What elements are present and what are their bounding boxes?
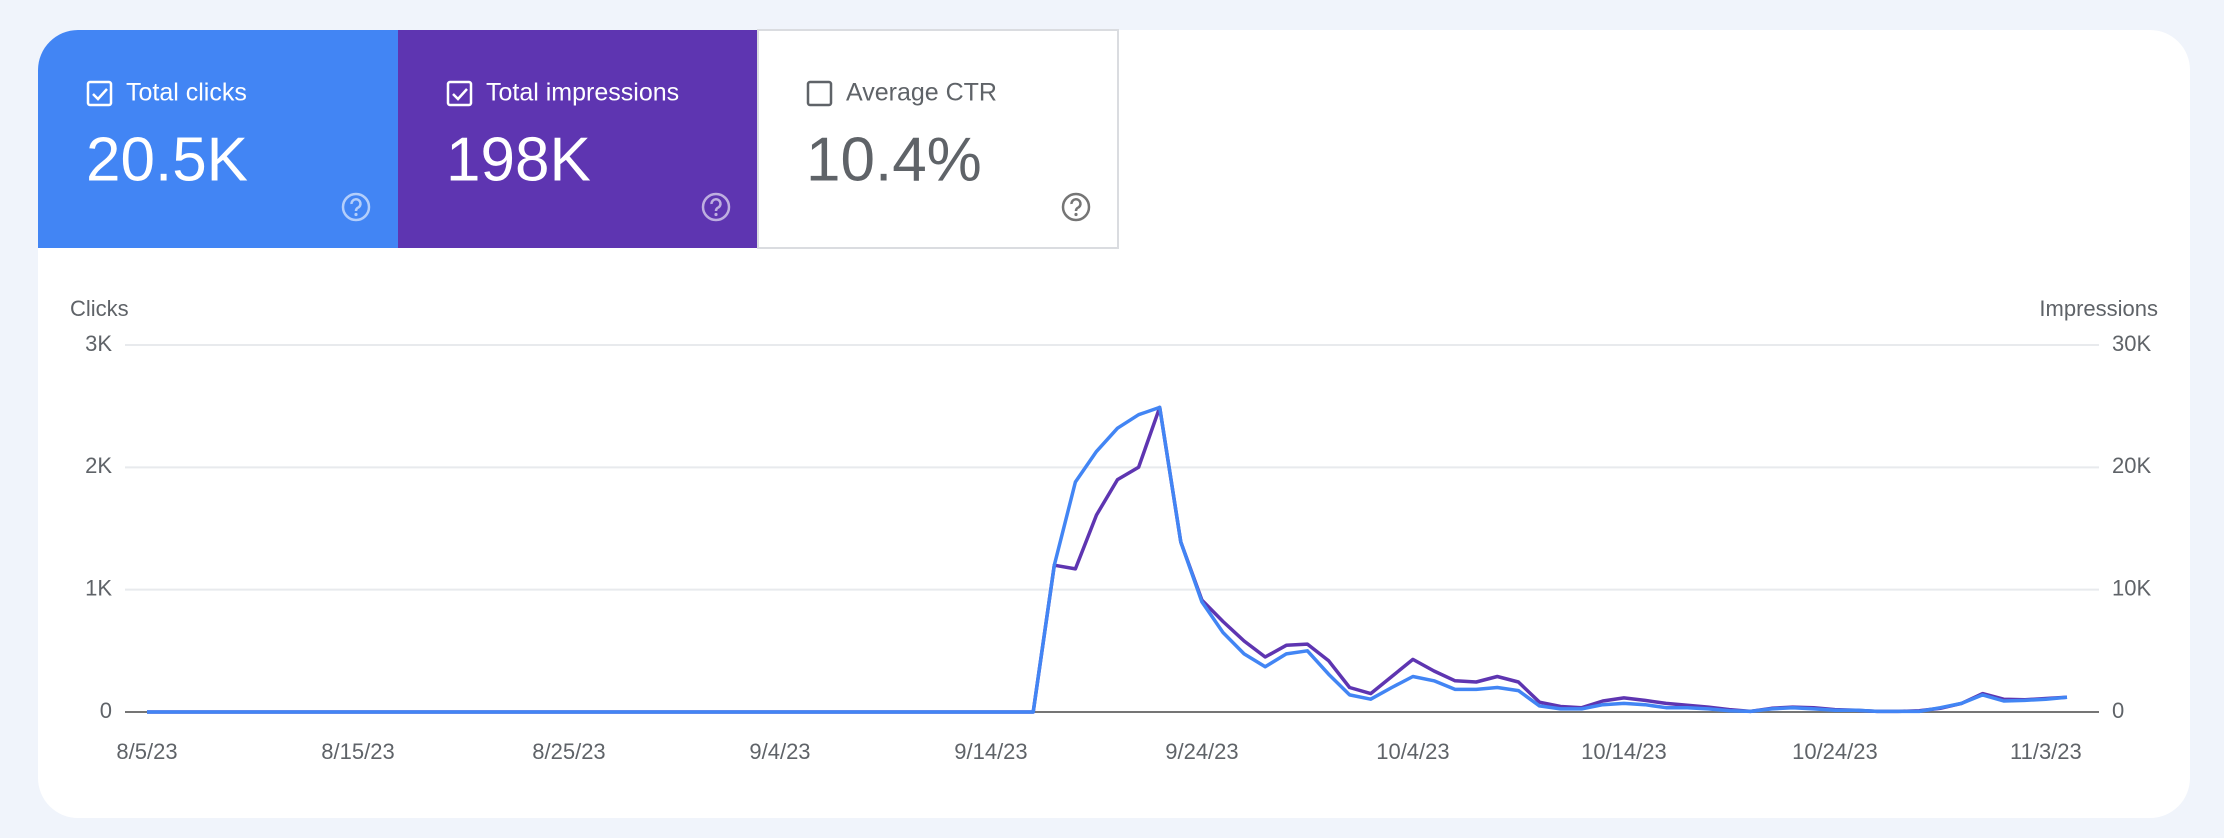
- y-tick-label: 1K: [85, 575, 112, 600]
- x-tick-label: 9/24/23: [1165, 739, 1238, 764]
- help-glyph: [710, 198, 722, 212]
- checkmark: [92, 88, 108, 101]
- help-dot: [1074, 212, 1078, 217]
- help-dot: [714, 212, 718, 217]
- x-tick-label: 10/24/23: [1792, 739, 1878, 764]
- y2-tick-label: 10K: [2112, 575, 2151, 600]
- checkbox: [86, 80, 113, 107]
- checkmark: [452, 88, 468, 101]
- y2-tick-label: 20K: [2112, 453, 2151, 478]
- x-tick-label: 8/25/23: [532, 739, 605, 764]
- y-axis-title: Clicks: [70, 296, 129, 321]
- card-bg: [757, 29, 1119, 249]
- metric-value: 20.5K: [86, 125, 248, 194]
- y-tick-label: 0: [100, 698, 112, 723]
- x-tick-label: 10/14/23: [1581, 739, 1667, 764]
- card-bg: [38, 30, 398, 248]
- card-bg: [398, 30, 758, 248]
- metric-card[interactable]: Average CTR 10.4%: [757, 29, 1119, 249]
- x-tick-label: 8/5/23: [116, 739, 177, 764]
- metric-card[interactable]: Total impressions 198K: [398, 30, 758, 248]
- help-icon: [341, 192, 371, 222]
- x-tick-label: 8/15/23: [321, 739, 394, 764]
- metric-label: Total clicks: [126, 79, 247, 107]
- metric-label: Average CTR: [846, 79, 997, 107]
- x-tick-label: 10/4/23: [1376, 739, 1449, 764]
- help-glyph: [350, 198, 362, 212]
- metric-value: 10.4%: [806, 125, 982, 194]
- x-tick-label: 9/4/23: [749, 739, 810, 764]
- series-line: [147, 405, 2068, 714]
- help-dot: [354, 212, 358, 217]
- y2-tick-label: 0: [2112, 698, 2124, 723]
- help-glyph: [1070, 198, 1082, 212]
- y2-axis-title: Impressions: [2039, 296, 2158, 321]
- metric-card[interactable]: Total clicks 20.5K: [38, 30, 398, 248]
- y2-tick-label: 30K: [2112, 331, 2151, 356]
- metric-value: 198K: [446, 125, 591, 194]
- y-tick-label: 3K: [85, 331, 112, 356]
- checkbox: [446, 80, 473, 107]
- help-icon: [701, 192, 731, 222]
- help-icon: [1061, 192, 1091, 222]
- x-tick-label: 9/14/23: [954, 739, 1027, 764]
- y-tick-label: 2K: [85, 453, 112, 478]
- x-tick-label: 11/3/23: [2010, 739, 2082, 764]
- metric-label: Total impressions: [486, 79, 679, 107]
- checkbox: [806, 80, 833, 107]
